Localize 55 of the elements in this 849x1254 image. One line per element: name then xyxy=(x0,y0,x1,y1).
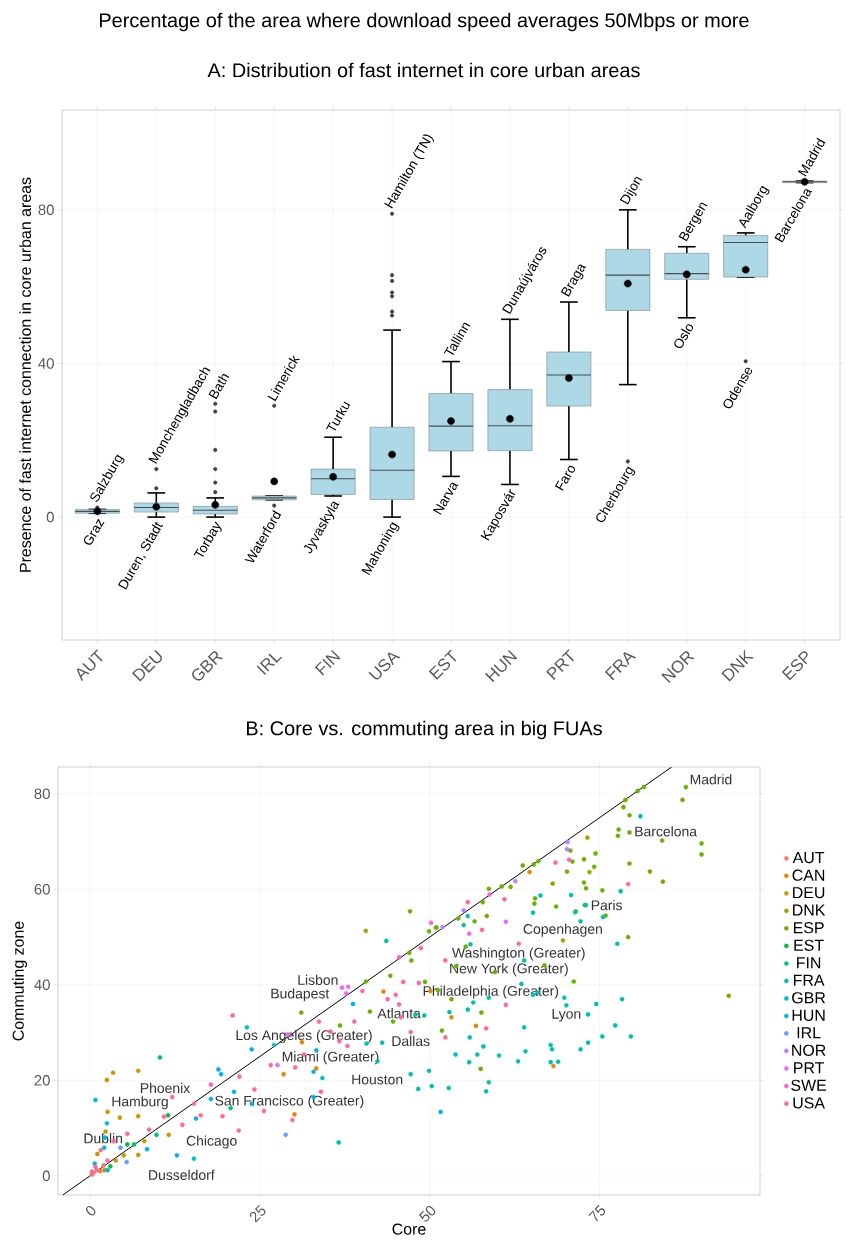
annotation: Hamburg xyxy=(112,1096,168,1110)
x-tick-label: FRA xyxy=(604,652,637,681)
legend-label: DEU xyxy=(793,887,825,899)
x-tick-label: 25 xyxy=(249,1204,266,1223)
x-tick-label: 0 xyxy=(85,1205,96,1216)
legend-label: PRT xyxy=(794,1062,825,1074)
legend-label: AUT xyxy=(792,852,825,864)
legend-label: NOR xyxy=(792,1044,826,1056)
legend-label: EST xyxy=(794,939,824,951)
annotation: Washington (Greater) xyxy=(452,947,585,961)
y-axis-title: Commuting zone xyxy=(12,921,28,1041)
y-axis-title: Presence of fast internet connection in core urban areas xyxy=(19,177,32,572)
annotation: Dallas xyxy=(392,1035,430,1047)
x-tick-label: FIN xyxy=(314,649,341,676)
annotation: Barcelona xyxy=(635,826,698,837)
annotation: San Francisco (Greater) xyxy=(215,1095,364,1109)
y-tick-label: 40 xyxy=(34,979,50,991)
legend-label: GBR xyxy=(792,992,826,1004)
chart-subtitle: A: Distribution of fast internet in core urban areas xyxy=(207,62,640,78)
annotation: Lisbon xyxy=(298,974,338,985)
annotation: Budapest xyxy=(271,988,330,1002)
legend-label: HUN xyxy=(792,1009,825,1021)
y-tick-label: 0 xyxy=(46,511,54,523)
y-tick-label: 20 xyxy=(34,1075,50,1086)
legend-label: USA xyxy=(793,1097,825,1109)
y-tick-label: 80 xyxy=(34,788,50,800)
annotation: Phoenix xyxy=(140,1082,191,1094)
x-tick-label: 75 xyxy=(588,1204,606,1222)
annotation: Miami (Greater) xyxy=(282,1051,379,1065)
chart-title: Percentage of the area where download speed averages 50Mbps or more xyxy=(99,12,749,32)
x-tick-label: 50 xyxy=(418,1205,436,1222)
x-axis-title: Core xyxy=(392,1223,426,1235)
annotation: Atlanta xyxy=(377,1008,421,1019)
legend-label: CAN xyxy=(792,869,825,881)
y-tick-label: 80 xyxy=(38,204,54,216)
x-tick-label: IRL xyxy=(256,653,283,675)
annotation: Chicago xyxy=(186,1135,237,1149)
legend-label: ESP xyxy=(793,922,824,934)
annotation: Copenhagen xyxy=(523,923,602,937)
legend-label: FIN xyxy=(797,957,821,969)
legend-label: IRL xyxy=(797,1027,821,1039)
annotation: Dusseldorf xyxy=(149,1169,215,1180)
annotation: Houston xyxy=(352,1074,403,1085)
annotation: Madrid xyxy=(690,774,732,785)
annotation: Lyon xyxy=(552,1009,581,1022)
y-tick-label: 60 xyxy=(34,884,50,895)
legend-label: DNK xyxy=(793,904,826,916)
legend-label: SWE xyxy=(791,1079,827,1091)
x-tick-label: USA xyxy=(368,652,401,680)
annotation: Philadelphia (Greater) xyxy=(423,985,559,999)
annotation: Paris xyxy=(591,899,622,911)
legend-label: FRA xyxy=(793,974,825,986)
chart-title: B: Core vs. commuting area in big FUAs xyxy=(246,720,602,740)
y-tick-label: 40 xyxy=(38,358,54,369)
y-tick-label: 0 xyxy=(42,1170,50,1182)
